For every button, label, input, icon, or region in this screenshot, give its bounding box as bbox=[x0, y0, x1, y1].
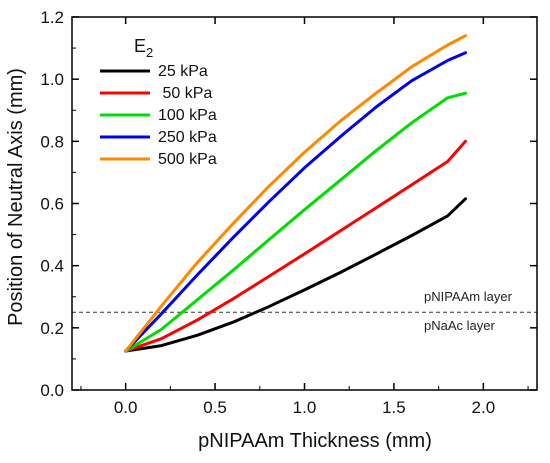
x-tick-label: 1.0 bbox=[293, 398, 317, 417]
series-line-3 bbox=[124, 91, 467, 353]
legend-items: 25 kPa 50 kPa 100 kPa 250 kPa 500 kPa bbox=[100, 63, 217, 168]
legend-label-4: 250 kPa bbox=[158, 129, 217, 146]
legend-label-3: 100 kPa bbox=[158, 107, 217, 124]
legend-title-main: E bbox=[134, 36, 146, 56]
reference-label-above: pNIPAAm layer bbox=[424, 289, 513, 304]
y-tick-label: 0.0 bbox=[40, 381, 64, 400]
y-tick-label: 0.4 bbox=[40, 257, 64, 276]
x-tick-label: 0.5 bbox=[203, 398, 227, 417]
series-line-1 bbox=[124, 197, 467, 353]
axes: 0.0 0.5 1.0 1.5 2.0 0.0 0.2 0.4 0.6 0.8 1.0 1.2 bbox=[40, 8, 538, 417]
series-line-5 bbox=[124, 34, 467, 353]
x-tick-label: 1.5 bbox=[382, 398, 406, 417]
series-line-2 bbox=[124, 139, 467, 353]
legend-label-1: 25 kPa bbox=[158, 63, 208, 80]
plot-area bbox=[72, 34, 537, 353]
x-tick-label: 0.0 bbox=[114, 398, 138, 417]
x-tick-label: 2.0 bbox=[472, 398, 496, 417]
legend-title-sub: 2 bbox=[146, 45, 153, 60]
y-axis-title: Position of Neutral Axis (mm) bbox=[5, 68, 27, 326]
x-axis-title: pNIPAAm Thickness (mm) bbox=[198, 430, 432, 452]
y-tick-label: 0.8 bbox=[40, 132, 64, 151]
y-tick-label: 1.0 bbox=[40, 70, 64, 89]
y-tick-label: 0.2 bbox=[40, 319, 64, 338]
y-tick-label: 1.2 bbox=[40, 8, 64, 27]
legend-label-2: 50 kPa bbox=[158, 85, 212, 102]
legend-label-5: 500 kPa bbox=[158, 151, 217, 168]
y-tick-label: 0.6 bbox=[40, 195, 64, 214]
reference-label-below: pNaAc layer bbox=[424, 318, 495, 333]
legend: E2 25 kPa 50 kPa 100 kPa 250 kPa 500 kPa bbox=[100, 36, 217, 168]
legend-title: E2 bbox=[134, 36, 153, 60]
series-line-4 bbox=[124, 51, 467, 353]
